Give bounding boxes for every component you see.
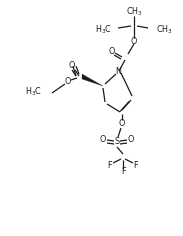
Text: F: F — [108, 161, 112, 170]
Text: CH$_3$: CH$_3$ — [126, 6, 142, 18]
Text: O: O — [100, 135, 106, 144]
Text: O: O — [119, 119, 125, 128]
Text: O: O — [128, 135, 134, 144]
Text: F: F — [121, 168, 125, 177]
Text: H$_3$C: H$_3$C — [95, 24, 112, 36]
Text: S: S — [114, 138, 119, 147]
Text: CH$_3$: CH$_3$ — [156, 24, 173, 36]
Text: F: F — [134, 161, 138, 170]
Text: O: O — [65, 77, 71, 87]
Text: O: O — [131, 37, 137, 46]
Text: O: O — [109, 47, 115, 56]
Text: H$_3$C: H$_3$C — [25, 86, 42, 98]
Text: N: N — [115, 67, 121, 76]
Polygon shape — [82, 74, 103, 86]
Text: O: O — [69, 62, 75, 71]
